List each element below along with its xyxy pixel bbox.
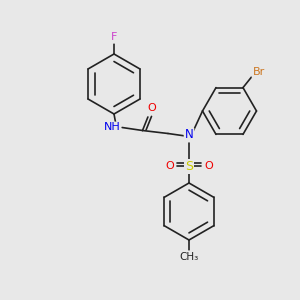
Text: N: N (184, 128, 194, 142)
Text: O: O (147, 103, 156, 113)
Text: O: O (165, 161, 174, 172)
Text: O: O (204, 161, 213, 172)
Text: NH: NH (103, 122, 120, 133)
Text: S: S (185, 160, 193, 173)
Text: CH₃: CH₃ (179, 251, 199, 262)
Text: F: F (111, 32, 117, 43)
Text: Br: Br (253, 67, 265, 77)
